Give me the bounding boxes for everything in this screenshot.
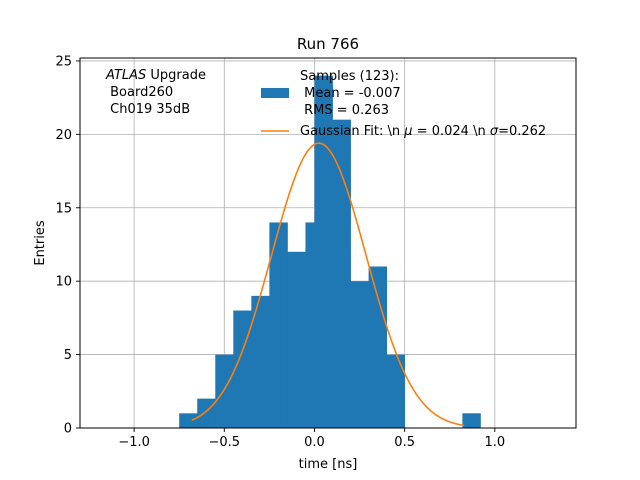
annotation-upgrade: Upgrade — [146, 68, 206, 83]
histogram-bar-14 — [462, 413, 481, 428]
histogram-bar-0 — [179, 413, 198, 428]
x-axis-label: time [ns] — [299, 457, 358, 472]
gaussian-fit-curve — [191, 142, 465, 427]
y-tick-label-1: 5 — [64, 348, 72, 363]
histogram-bar-2 — [215, 354, 225, 428]
chart-title: Run 766 — [297, 35, 359, 53]
legend-samples: Samples (123): — [300, 69, 399, 84]
annotation-channel: Ch019 35dB — [106, 102, 190, 117]
legend-mean: Mean = -0.007 — [300, 86, 401, 101]
histogram-bar-12 — [368, 266, 388, 428]
legend: Samples (123): Mean = -0.007 RMS = 0.263… — [261, 69, 546, 139]
histogram-bar-8 — [305, 222, 315, 428]
legend-histogram-swatch — [261, 88, 289, 98]
legend-sigma-symbol: σ — [490, 124, 499, 139]
y-axis-label: Entries — [33, 220, 48, 266]
y-tick-label-0: 0 — [64, 422, 72, 437]
legend-fit-prefix: Gaussian Fit: \n — [300, 124, 404, 139]
plot-frame — [79, 57, 577, 429]
annotation-atlas: ATLAS — [105, 68, 146, 83]
annotation-line1: ATLAS Upgrade — [105, 68, 206, 83]
y-axis-ticks: 0 5 10 15 20 25 — [55, 54, 80, 437]
x-tick-label-3: 0.5 — [394, 435, 415, 450]
legend-fit-suffix: =0.262 — [498, 124, 546, 139]
histogram-bar-6 — [269, 222, 288, 428]
histogram-bar-13 — [386, 354, 406, 428]
y-tick-label-3: 15 — [55, 201, 72, 216]
x-tick-label-4: 1.0 — [484, 435, 505, 450]
histogram-bar-9 — [314, 75, 333, 428]
histogram-bar-4 — [233, 310, 252, 428]
histogram-bar-7 — [287, 251, 306, 428]
atlas-annotation: ATLAS Upgrade Board260 Ch019 35dB — [105, 68, 206, 117]
legend-mu-symbol: μ — [403, 124, 412, 139]
histogram-bar-5 — [251, 295, 270, 428]
y-tick-label-4: 20 — [55, 128, 72, 143]
annotation-board: Board260 — [106, 85, 173, 100]
x-axis-ticks: −1.0 −0.5 0.0 0.5 1.0 — [118, 428, 505, 450]
x-tick-label-2: 0.0 — [304, 435, 325, 450]
histogram-bars — [179, 75, 481, 429]
y-tick-label-5: 25 — [55, 54, 72, 69]
x-tick-label-1: −0.5 — [209, 435, 241, 450]
histogram-bar-1 — [197, 398, 216, 428]
histogram-bar-10 — [332, 119, 351, 429]
legend-rms: RMS = 0.263 — [300, 103, 389, 118]
x-tick-label-0: −1.0 — [118, 435, 150, 450]
legend-gaussian-fit: Gaussian Fit: \n μ = 0.024 \n σ=0.262 — [300, 124, 546, 139]
y-tick-label-2: 10 — [55, 275, 72, 290]
histogram-bar-11 — [350, 281, 369, 428]
histogram-bar-3 — [224, 354, 234, 428]
legend-fit-mid: = 0.024 \n — [413, 124, 490, 139]
